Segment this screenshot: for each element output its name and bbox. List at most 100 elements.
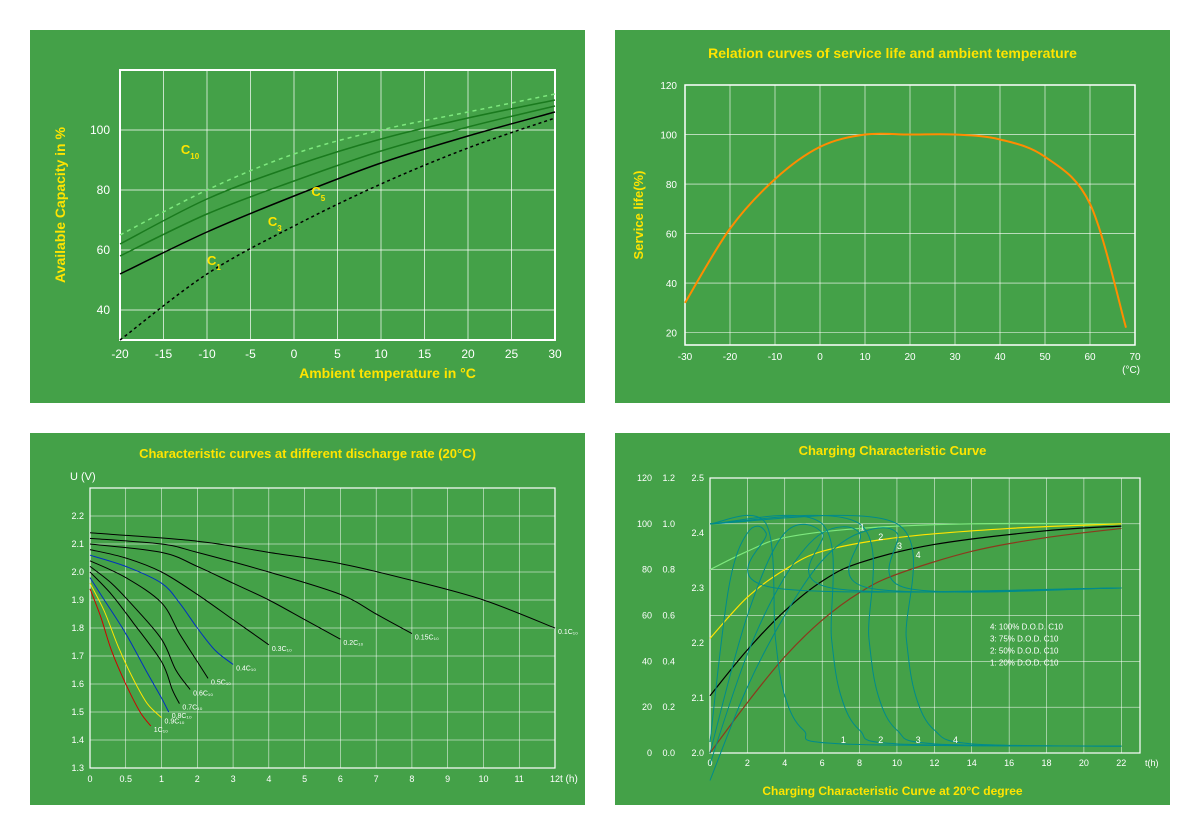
svg-text:30: 30 — [949, 352, 961, 363]
svg-text:Ambient temperature in °C: Ambient temperature in °C — [299, 365, 476, 381]
svg-text:C10: C10 — [181, 142, 200, 161]
svg-text:22: 22 — [1116, 758, 1126, 768]
svg-text:1.2: 1.2 — [662, 473, 675, 483]
svg-text:1.6: 1.6 — [71, 679, 84, 689]
svg-text:2.1: 2.1 — [691, 693, 704, 703]
svg-text:100: 100 — [90, 123, 110, 137]
svg-text:100: 100 — [660, 131, 677, 142]
svg-text:Available Capacity in %: Available Capacity in % — [52, 127, 68, 283]
svg-text:4: 4 — [782, 758, 787, 768]
svg-text:70: 70 — [1129, 352, 1141, 363]
svg-text:2: 2 — [878, 531, 883, 541]
svg-text:-30: -30 — [678, 352, 693, 363]
svg-text:2.1: 2.1 — [71, 539, 84, 549]
svg-text:0.2C₁₀: 0.2C₁₀ — [343, 640, 363, 647]
svg-text:Charging Characteristic Curve: Charging Characteristic Curve at 20°C de… — [762, 784, 1023, 798]
svg-text:C1: C1 — [207, 253, 221, 272]
svg-text:0.9C₁₀: 0.9C₁₀ — [165, 718, 185, 725]
svg-text:1.4: 1.4 — [71, 735, 84, 745]
svg-text:12: 12 — [929, 758, 939, 768]
svg-text:1: 1 — [860, 522, 865, 532]
svg-text:0: 0 — [647, 748, 652, 758]
svg-text:Relation curves of service lif: Relation curves of service life and ambi… — [708, 45, 1077, 61]
svg-text:Service life(%): Service life(%) — [631, 171, 646, 260]
svg-text:0.3C₁₀: 0.3C₁₀ — [272, 645, 292, 652]
svg-text:30: 30 — [548, 347, 562, 361]
svg-text:2.0: 2.0 — [71, 567, 84, 577]
svg-text:2: 50% D.O.D. C10: 2: 50% D.O.D. C10 — [990, 646, 1059, 655]
svg-text:10: 10 — [859, 352, 871, 363]
svg-text:0: 0 — [291, 347, 298, 361]
svg-text:1: 20% D.O.D. C10: 1: 20% D.O.D. C10 — [990, 658, 1059, 667]
svg-text:1.8: 1.8 — [71, 623, 84, 633]
svg-text:50: 50 — [1039, 352, 1051, 363]
svg-text:120: 120 — [637, 473, 652, 483]
chart-discharge-rate: Characteristic curves at different disch… — [30, 433, 585, 806]
svg-text:2: 2 — [745, 758, 750, 768]
svg-text:25: 25 — [505, 347, 519, 361]
svg-text:U (V): U (V) — [70, 471, 96, 483]
svg-text:80: 80 — [97, 183, 111, 197]
svg-text:-10: -10 — [198, 347, 216, 361]
svg-text:6: 6 — [338, 774, 343, 784]
svg-text:14: 14 — [967, 758, 977, 768]
svg-text:C3: C3 — [268, 214, 282, 233]
svg-text:3: 75% D.O.D. C10: 3: 75% D.O.D. C10 — [990, 634, 1059, 643]
svg-text:0.1C₁₀: 0.1C₁₀ — [558, 629, 578, 636]
svg-text:10: 10 — [374, 347, 388, 361]
svg-text:0.5: 0.5 — [120, 774, 133, 784]
svg-text:6: 6 — [820, 758, 825, 768]
svg-text:1.5: 1.5 — [71, 707, 84, 717]
svg-text:1.7: 1.7 — [71, 651, 84, 661]
svg-text:60: 60 — [97, 243, 111, 257]
svg-text:20: 20 — [1079, 758, 1089, 768]
svg-text:80: 80 — [666, 180, 678, 191]
svg-text:t(h): t(h) — [1145, 758, 1159, 768]
svg-text:2.5: 2.5 — [691, 473, 704, 483]
svg-text:3: 3 — [897, 541, 902, 551]
svg-text:0: 0 — [87, 774, 92, 784]
svg-text:4: 4 — [266, 774, 271, 784]
svg-text:9: 9 — [445, 774, 450, 784]
svg-text:1: 1 — [159, 774, 164, 784]
svg-text:Charging Characteristic Curve: Charging Characteristic Curve — [799, 443, 987, 458]
svg-text:16: 16 — [1004, 758, 1014, 768]
svg-text:60: 60 — [642, 610, 652, 620]
svg-text:3: 3 — [231, 774, 236, 784]
svg-text:40: 40 — [642, 656, 652, 666]
chart-capacity-vs-temp: -20-15-10-5051015202530406080100C10C5C3C… — [30, 30, 585, 403]
svg-text:8: 8 — [409, 774, 414, 784]
svg-text:1.3: 1.3 — [71, 763, 84, 773]
svg-text:C5: C5 — [311, 184, 325, 203]
svg-text:0.4C₁₀: 0.4C₁₀ — [236, 665, 256, 672]
svg-text:18: 18 — [1042, 758, 1052, 768]
svg-text:20: 20 — [642, 702, 652, 712]
chart-charging: Charging Characteristic Curve Charging Ch… — [615, 433, 1170, 806]
svg-text:40: 40 — [97, 303, 111, 317]
chart-service-life: Relation curves of service life and ambi… — [615, 30, 1170, 403]
svg-text:0.2: 0.2 — [662, 702, 675, 712]
svg-text:60: 60 — [666, 230, 678, 241]
svg-text:Characteristic curves at diffe: Characteristic curves at different disch… — [139, 446, 476, 461]
svg-text:100: 100 — [637, 518, 652, 528]
svg-text:5: 5 — [302, 774, 307, 784]
svg-text:10: 10 — [892, 758, 902, 768]
svg-text:0.6C₁₀: 0.6C₁₀ — [193, 690, 213, 697]
svg-text:5: 5 — [334, 347, 341, 361]
svg-text:4: 4 — [916, 550, 921, 560]
svg-text:2.4: 2.4 — [691, 528, 704, 538]
svg-text:20: 20 — [666, 329, 678, 340]
svg-text:11: 11 — [515, 774, 524, 784]
svg-text:0.4: 0.4 — [662, 656, 675, 666]
svg-text:-20: -20 — [723, 352, 738, 363]
svg-text:-15: -15 — [155, 347, 173, 361]
svg-text:-5: -5 — [245, 347, 256, 361]
svg-text:40: 40 — [994, 352, 1006, 363]
svg-text:0.6: 0.6 — [662, 610, 675, 620]
svg-text:8: 8 — [857, 758, 862, 768]
svg-text:10: 10 — [478, 774, 488, 784]
svg-text:120: 120 — [660, 81, 677, 92]
svg-text:-20: -20 — [111, 347, 129, 361]
svg-text:12: 12 — [550, 774, 560, 784]
svg-text:2.2: 2.2 — [691, 638, 704, 648]
